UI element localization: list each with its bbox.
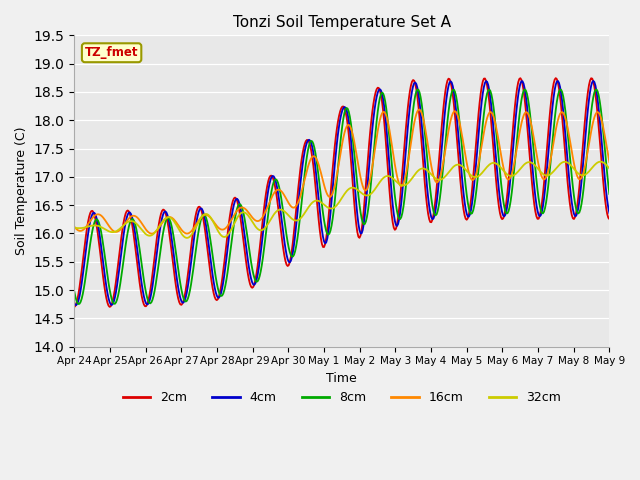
8cm [390,183,397,189]
32cm [361,192,369,198]
Line: 2cm: 2cm [74,78,609,307]
2cm [389,219,397,225]
2cm [605,216,613,222]
8cm [70,288,78,294]
32cm [70,225,78,231]
16cm [148,231,156,237]
Text: TZ_fmet: TZ_fmet [85,46,138,59]
Line: 4cm: 4cm [74,81,609,305]
16cm [326,194,333,200]
2cm [509,126,516,132]
32cm [510,172,518,178]
8cm [361,221,369,227]
32cm [329,205,337,211]
8cm [521,86,529,92]
2cm [552,75,559,81]
4cm [326,221,333,227]
32cm [594,160,602,166]
32cm [597,159,605,165]
2cm [70,304,78,310]
Line: 16cm: 16cm [74,109,609,234]
2cm [328,179,335,184]
Title: Tonzi Soil Temperature Set A: Tonzi Soil Temperature Set A [233,15,451,30]
8cm [75,301,83,307]
4cm [589,78,597,84]
16cm [361,187,369,193]
4cm [361,212,369,218]
Line: 8cm: 8cm [74,89,609,304]
8cm [329,216,337,222]
16cm [595,110,602,116]
8cm [510,170,518,176]
2cm [594,111,602,117]
8cm [605,191,613,197]
4cm [390,211,397,217]
16cm [70,224,78,229]
8cm [595,92,602,98]
32cm [183,235,191,241]
32cm [605,166,613,171]
2cm [360,208,367,214]
4cm [605,210,613,216]
16cm [390,155,397,161]
16cm [416,107,424,112]
4cm [70,300,78,306]
Line: 32cm: 32cm [74,162,609,238]
Y-axis label: Soil Temperature (C): Soil Temperature (C) [15,127,28,255]
4cm [329,186,337,192]
32cm [390,176,397,182]
4cm [72,302,80,308]
32cm [326,205,333,211]
2cm [324,216,332,222]
16cm [605,159,613,165]
Legend: 2cm, 4cm, 8cm, 16cm, 32cm: 2cm, 4cm, 8cm, 16cm, 32cm [118,386,566,409]
16cm [511,156,519,162]
X-axis label: Time: Time [326,372,357,385]
8cm [326,231,333,237]
16cm [329,190,337,196]
4cm [510,135,518,141]
4cm [595,106,602,111]
